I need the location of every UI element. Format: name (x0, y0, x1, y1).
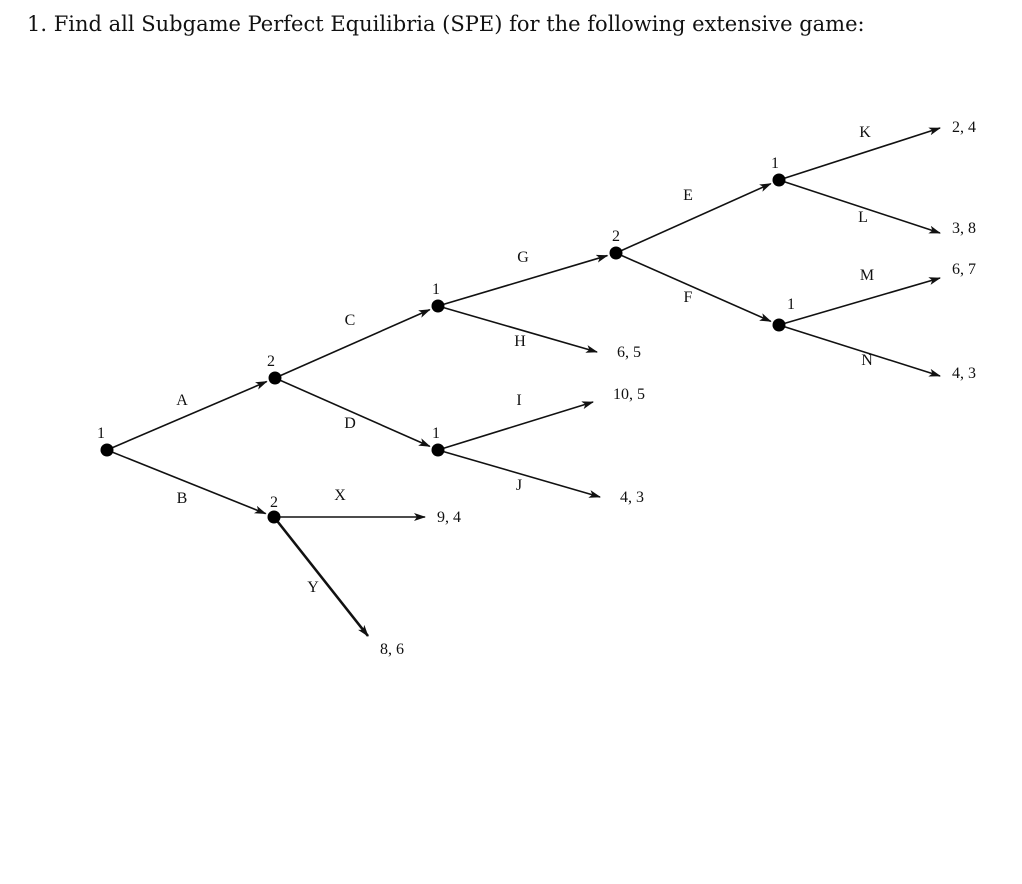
player-label: 1 (771, 155, 779, 172)
edge-L (778, 179, 941, 234)
action-label-Y: Y (307, 579, 319, 596)
edge-K (778, 127, 941, 181)
decision-node-root (100, 443, 114, 457)
edge-F (615, 252, 772, 323)
player-label: 1 (432, 281, 440, 298)
payoff-J: 4, 3 (620, 489, 644, 506)
action-label-C: C (345, 312, 356, 329)
action-label-K: K (859, 124, 871, 141)
edge-I (437, 401, 594, 451)
action-label-F: F (684, 289, 693, 306)
action-label-I: I (516, 392, 521, 409)
edge-N (778, 324, 941, 377)
action-label-G: G (517, 249, 529, 266)
action-label-A: A (176, 392, 188, 409)
edge-Y (272, 516, 370, 637)
payoff-K: 2, 4 (952, 119, 976, 136)
action-label-M: M (860, 267, 874, 284)
action-label-B: B (177, 490, 188, 507)
payoff-H: 6, 5 (617, 344, 641, 361)
payoff-Y: 8, 6 (380, 641, 404, 658)
decision-node-n2b (267, 510, 281, 524)
action-label-E: E (683, 187, 693, 204)
action-label-X: X (334, 487, 346, 504)
payoff-X: 9, 4 (437, 509, 461, 526)
payoff-I: 10, 5 (613, 386, 645, 403)
action-label-J: J (516, 477, 522, 494)
edge-D (274, 377, 431, 448)
edge-M (778, 277, 941, 326)
action-label-D: D (344, 415, 356, 432)
payoff-M: 6, 7 (952, 261, 976, 278)
edge-E (615, 182, 772, 254)
edge-H (437, 305, 598, 353)
player-label: 2 (612, 228, 620, 245)
decision-node-n1f (772, 318, 786, 332)
action-label-L: L (858, 209, 868, 226)
action-label-N: N (861, 352, 873, 369)
decision-node-n1d (431, 443, 445, 457)
edge-G (437, 254, 609, 307)
edge-B (106, 449, 267, 515)
edge-C (274, 308, 431, 379)
decision-node-n2g (609, 246, 623, 260)
payoff-L: 3, 8 (952, 220, 976, 237)
edge-A (106, 380, 268, 451)
player-label: 1 (787, 296, 795, 313)
edge-J (437, 449, 601, 498)
player-label: 1 (97, 425, 105, 442)
question-text: 1. Find all Subgame Perfect Equilibria (… (27, 12, 865, 36)
player-label: 1 (432, 425, 440, 442)
action-label-H: H (514, 333, 526, 350)
decision-node-n2a (268, 371, 282, 385)
player-label: 2 (270, 494, 278, 511)
decision-node-n1c (431, 299, 445, 313)
payoff-N: 4, 3 (952, 365, 976, 382)
decision-node-n1e (772, 173, 786, 187)
player-label: 2 (267, 353, 275, 370)
